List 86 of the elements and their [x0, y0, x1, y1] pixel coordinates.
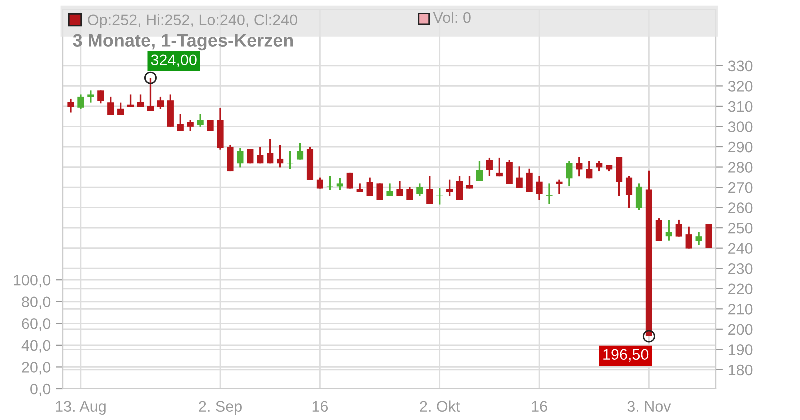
candlestick	[366, 176, 374, 198]
candlestick	[686, 226, 692, 250]
y-tick-label: 250	[728, 222, 753, 234]
y2-tick-label: 20,0	[22, 362, 51, 375]
annotation: 196,50	[604, 349, 649, 362]
candlestick	[426, 175, 434, 206]
y-tick-label: 230	[728, 263, 753, 274]
x-tick-label: 3. Nov	[628, 401, 672, 412]
candlestick	[526, 168, 533, 194]
candlestick	[666, 219, 672, 242]
candlestick	[416, 182, 424, 198]
candlestick	[118, 102, 124, 116]
candlestick	[456, 175, 464, 202]
candlestick	[287, 150, 294, 170]
candlestick	[267, 138, 274, 164]
candlestick	[586, 160, 593, 180]
y2-tick-label: 0,0	[30, 384, 51, 396]
y2-tick-label: 40,0	[22, 340, 51, 353]
candlestick	[376, 182, 384, 202]
candlestick	[237, 148, 244, 169]
candlestick	[336, 177, 344, 192]
y-tick-label: 210	[728, 304, 753, 315]
candlestick	[316, 176, 324, 190]
candlestick	[486, 157, 493, 178]
candlestick	[406, 186, 414, 202]
candlestick	[326, 175, 334, 192]
y-tick-label: 310	[728, 101, 753, 112]
x-tick-label: 2. Okt	[420, 400, 460, 412]
y-tick-label: 280	[728, 162, 753, 173]
y-tick-label: 300	[728, 122, 753, 132]
y-tick-label: 330	[728, 60, 753, 72]
candlestick	[197, 114, 204, 128]
candlestick	[386, 182, 394, 198]
x-tick-label: 16	[532, 401, 548, 412]
candlestick	[108, 96, 114, 116]
candlestick	[576, 156, 583, 178]
annotation: 324,00	[151, 54, 197, 68]
candlestick	[446, 179, 454, 198]
candlestick	[556, 179, 563, 196]
y-tick-label: 260	[728, 202, 753, 214]
candlestick	[296, 142, 304, 161]
candlestick	[516, 166, 523, 190]
candlestick	[536, 175, 543, 202]
x-tick-label: 13. Aug	[56, 401, 106, 416]
candlestick	[277, 144, 284, 169]
y2-tick-label: 100,0	[14, 274, 51, 288]
candlestick	[247, 148, 254, 164]
y-tick-label: 320	[728, 81, 753, 92]
y-tick-label: 290	[728, 142, 753, 153]
candlestick	[187, 120, 194, 132]
y-tick-label: 190	[728, 344, 753, 356]
candlestick	[157, 96, 164, 110]
x-tick-label: 16	[312, 401, 328, 412]
y-tick-label: 270	[728, 182, 753, 194]
candlestick	[177, 114, 184, 132]
legend-label: Op:252, Hi:252, Lo:240, Cl:240	[88, 14, 298, 29]
annotation: Vol: 0	[433, 12, 471, 24]
candlestick	[68, 98, 74, 114]
y-tick-label: 200	[728, 324, 753, 336]
text: 3 Monate, 1-Tages-Kerzen	[73, 34, 294, 51]
candlestick	[78, 94, 84, 110]
candlestick	[506, 160, 513, 186]
candlestick	[466, 175, 474, 190]
y2-tick-label: 60,0	[22, 318, 51, 332]
candlestick	[676, 219, 682, 238]
candlestick	[546, 182, 553, 205]
y-tick-label: 180	[728, 364, 753, 376]
candlestick	[566, 160, 573, 188]
candlestick	[88, 90, 94, 104]
candlestick	[396, 180, 404, 198]
y2-tick-label: 80,0	[22, 296, 51, 310]
candlestick	[596, 160, 603, 172]
candlestick	[636, 182, 643, 211]
y-tick-label: 220	[728, 284, 753, 295]
candlestick	[496, 157, 503, 178]
candlestick	[696, 232, 702, 246]
y-tick-label: 240	[728, 243, 753, 254]
x-tick-label: 2. Sep	[199, 401, 242, 416]
candlestick	[656, 218, 662, 242]
candlestick	[137, 94, 144, 108]
candlestick	[128, 94, 134, 108]
candlestick	[626, 175, 633, 210]
candlestick	[346, 172, 354, 190]
candlestick	[98, 90, 104, 104]
candlestick	[257, 146, 264, 164]
candlestick	[476, 160, 484, 182]
